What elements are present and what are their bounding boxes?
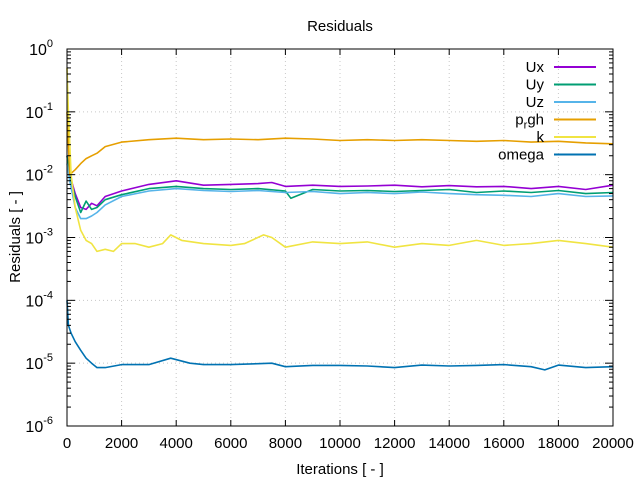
series-line-prgh: [66, 111, 614, 176]
chart-title: Residuals: [307, 18, 373, 35]
y-tick-exponent: -4: [43, 289, 53, 301]
y-tick-label: 100: [29, 38, 53, 59]
x-tick-label: 0: [63, 435, 71, 452]
grid-lines: [67, 49, 613, 426]
legend-label-rest: gh: [527, 112, 544, 129]
x-tick-label: 6000: [214, 435, 247, 452]
x-tick-label: 16000: [483, 435, 525, 452]
legend-label-k: k: [537, 129, 545, 146]
y-tick-exponent: -3: [43, 227, 53, 239]
x-tick-label: 12000: [374, 435, 416, 452]
x-tick-label: 20000: [592, 435, 634, 452]
y-tick-exponent: -6: [43, 415, 53, 427]
x-tick-label: 14000: [428, 435, 470, 452]
x-axis-label: Iterations [ - ]: [296, 461, 384, 478]
y-tick-label: 10-2: [25, 164, 53, 185]
y-tick-label: 10-4: [25, 289, 53, 310]
series-line-Uy: [66, 155, 614, 214]
y-tick-label: 10-5: [25, 352, 53, 373]
y-tick-label: 10-3: [25, 227, 53, 248]
y-tick-label: 10-6: [25, 415, 53, 436]
legend-label-prgh: prgh: [515, 112, 544, 132]
x-tick-label: 2000: [105, 435, 138, 452]
y-tick-exponent: 0: [47, 38, 53, 50]
y-tick-exponent: -5: [43, 352, 53, 364]
y-tick-label: 10-1: [25, 101, 53, 122]
x-tick-label: 8000: [269, 435, 302, 452]
series-line-k: [66, 67, 614, 253]
legend-subscript: r: [524, 120, 528, 132]
legend-label-Uz: Uz: [526, 94, 544, 111]
legend-label-omega: omega: [498, 147, 545, 164]
x-tick-label: 4000: [160, 435, 193, 452]
x-tick-label: 10000: [319, 435, 361, 452]
data-series: [66, 67, 614, 371]
legend-label-Uy: Uy: [526, 77, 545, 94]
legend-label-Ux: Ux: [526, 59, 545, 76]
series-line-Uz: [66, 163, 614, 220]
series-line-omega: [66, 300, 614, 371]
y-tick-exponent: -1: [43, 101, 53, 113]
x-tick-label: 18000: [538, 435, 580, 452]
y-axis-label: Residuals [ - ]: [7, 191, 24, 283]
y-tick-exponent: -2: [43, 164, 53, 176]
